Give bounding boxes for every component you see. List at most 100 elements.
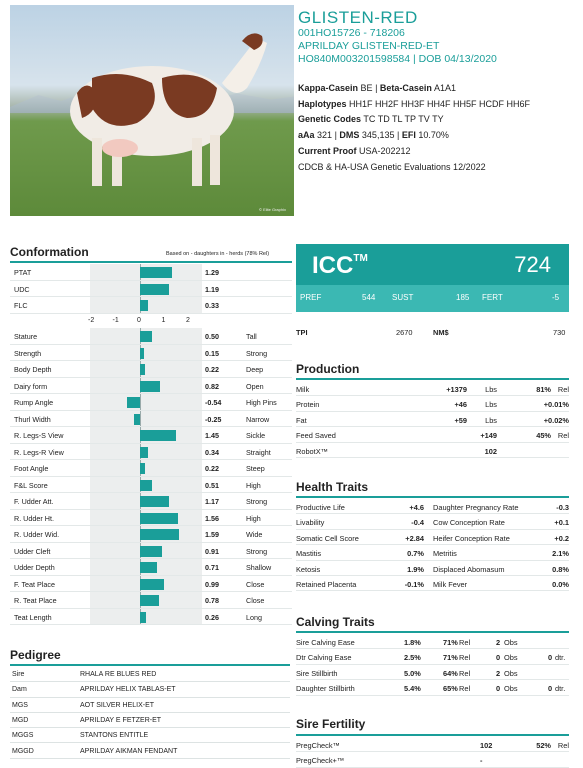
pedigree-name: APRILDAY E FETZER-ET [80, 716, 162, 724]
registration-dob: HO840M003201598584 | DOB 04/13/2020 [298, 53, 497, 65]
health-rule [296, 496, 569, 498]
bull-name: GLISTEN-RED [298, 8, 418, 27]
calving-obs: 2 [496, 638, 501, 647]
production-trait: Protein [296, 400, 320, 410]
genetic-codes-line: Genetic Codes TC TD TL TP TV TY [298, 114, 444, 125]
calving-rel-unit: Rel [459, 638, 471, 647]
calving-trait: Dtr Calving Ease [296, 653, 352, 663]
trait-label: Rump Angle [14, 398, 54, 407]
health-value: +0.2 [554, 533, 569, 543]
trait-bar [140, 595, 160, 606]
calving-obs-unit: Obs [504, 638, 518, 647]
production-row: Fat +59 Lbs +0.02% [296, 412, 569, 428]
calving-obs-unit: Obs [504, 668, 518, 678]
trait-bar [140, 446, 149, 458]
health-trait: Ketosis [296, 564, 321, 574]
trait-descriptor: Shallow [246, 563, 272, 572]
trait-bar [140, 529, 179, 540]
trait-value: 1.45 [205, 431, 219, 440]
trait-bar [140, 283, 170, 295]
trait-descriptor: Strong [246, 546, 268, 556]
axis-tick-label: -1 [112, 317, 119, 324]
calving-dtr: 0 [548, 653, 553, 663]
icc-value: 724 [514, 252, 551, 277]
pedigree-name: APRILDAY AIKMAN FENDANT [80, 747, 178, 755]
health-value: -0.4 [411, 518, 424, 528]
icc-box: ICCTM 724 PREF 544 SUST 185 FERT -5 [296, 244, 569, 312]
trait-value: -0.25 [205, 414, 222, 424]
trait-label: PTAT [14, 268, 32, 277]
production-value: +59 [454, 415, 467, 425]
production-value: 102 [484, 446, 497, 456]
calving-rel: 71% [443, 653, 458, 663]
calving-rel: 65% [443, 684, 458, 694]
health-trait: Heifer Conception Rate [433, 533, 510, 543]
trait-descriptor: Close [246, 596, 265, 605]
bull-photo: © Elite Graphix [10, 5, 294, 216]
trait-row: Foot Angle 0.22 Steep [10, 460, 292, 477]
trait-row: Stature 0.50 Tall [10, 328, 292, 345]
trait-bar [126, 397, 140, 408]
axis-tick-label: 1 [161, 317, 166, 324]
fertility-rel-unit: Rel [557, 741, 569, 750]
fertility-title: Sire Fertility [296, 717, 366, 731]
calving-obs-unit: Obs [504, 684, 518, 694]
trait-value: 1.56 [205, 513, 219, 523]
health-value: +2.84 [405, 533, 424, 543]
fertility-value: 102 [480, 741, 493, 750]
casein-line: Kappa-Casein BE | Beta-Casein A1A1 [298, 83, 456, 93]
trait-row: Dairy form 0.82 Open [10, 378, 292, 394]
health-value: 0.7% [407, 549, 424, 559]
production-row: Protein +46 Lbs +0.01% [296, 396, 569, 412]
trait-label: Udder Depth [14, 563, 55, 572]
calving-obs-unit: Obs [504, 653, 518, 663]
axis-tick-label: 2 [186, 317, 190, 324]
trait-label: UDC [14, 284, 30, 294]
pedigree-title: Pedigree [10, 648, 61, 662]
trait-bar [140, 380, 161, 392]
calving-dtr: 0 [548, 684, 553, 694]
conformation-note: Based on - daughters in - herds (78% Rel… [166, 251, 270, 257]
trait-row: R. Legs-R View 0.34 Straight [10, 444, 292, 460]
conformation-rule [10, 261, 292, 263]
pedigree-relation: Sire [12, 671, 25, 678]
calving-rel-unit: Rel [459, 684, 471, 694]
trait-descriptor: Strong [246, 497, 268, 506]
calving-trait: Daughter Stillbirth [296, 684, 355, 694]
trait-label: R. Legs-S View [14, 431, 64, 440]
production-row: Feed Saved +149 45% Rel [296, 427, 569, 443]
conformation-title: Conformation [10, 245, 89, 259]
trait-descriptor: Deep [246, 365, 264, 374]
trait-value: 1.59 [205, 530, 219, 539]
health-trait: Retained Placenta [296, 580, 357, 589]
production-value: +46 [454, 400, 467, 410]
health-trait: Productive Life [296, 503, 345, 512]
trait-value: 0.71 [205, 563, 219, 572]
icc-title: ICCTM [312, 252, 368, 279]
health-trait: Cow Conception Rate [433, 518, 505, 528]
calving-trait: Sire Calving Ease [296, 638, 355, 647]
trait-row: R. Legs-S View 1.45 Sickle [10, 427, 292, 444]
trait-label: Thurl Width [14, 414, 51, 424]
production-unit: Lbs [485, 385, 497, 394]
health-trait: Displaced Abomasum [433, 564, 505, 574]
aaa-dms-efi-line: aAa 321 | DMS 345,135 | EFI 10.70% [298, 130, 449, 141]
trait-bar [133, 413, 140, 425]
bull-info: Kappa-Casein BE | Beta-Casein A1A1 Haplo… [298, 81, 530, 175]
zero-line [140, 328, 141, 625]
production-row: RobotX™ 102 [296, 443, 569, 458]
trait-value: 1.19 [205, 284, 219, 294]
trait-value: -0.54 [205, 398, 222, 407]
production-rel: 45% [536, 431, 551, 441]
trait-value: 0.26 [205, 612, 219, 622]
calving-obs: 2 [496, 668, 501, 678]
health-trait: Mastitis [296, 549, 322, 559]
fertility-trait: PregCheck+™ [296, 756, 345, 766]
production-rel: +0.01% [543, 400, 569, 410]
calving-value: 5.0% [404, 668, 421, 678]
trait-row: F&L Score 0.51 High [10, 477, 292, 493]
trait-row: Strength 0.15 Strong [10, 345, 292, 361]
trait-row: R. Teat Place 0.78 Close [10, 592, 292, 609]
production-trait: RobotX™ [296, 446, 329, 456]
pedigree-row: Dam APRILDAY HELIX TABLAS-ET [10, 682, 290, 698]
